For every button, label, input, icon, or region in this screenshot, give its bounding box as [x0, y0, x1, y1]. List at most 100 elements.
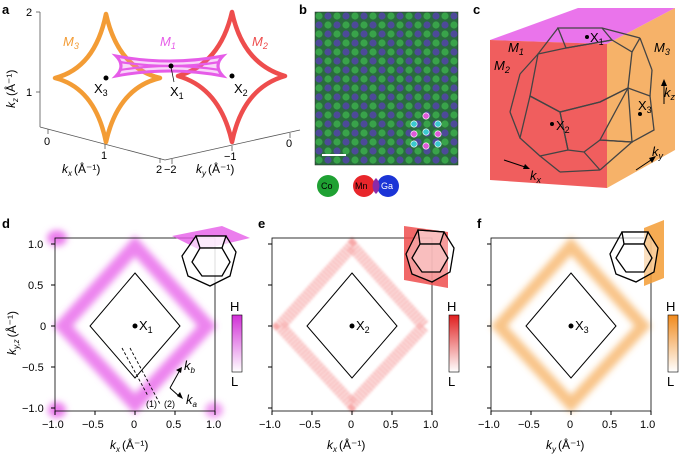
stem-atom	[360, 102, 368, 110]
stem-atom	[450, 12, 458, 20]
stem-atom	[369, 84, 377, 92]
label-kb: kb	[184, 358, 196, 375]
stem-atom	[360, 39, 368, 47]
stem-atom	[405, 30, 413, 38]
stem-atom	[351, 39, 359, 47]
stem-atom	[441, 129, 449, 137]
stem-atom	[414, 75, 422, 83]
label-m1: M1	[160, 34, 176, 51]
stem-atom	[342, 111, 350, 119]
stem-atom	[324, 156, 332, 164]
stem-atom	[396, 138, 404, 146]
stem-atom	[396, 21, 404, 29]
stem-atom	[414, 84, 422, 92]
e-colorbar	[448, 314, 460, 373]
stem-atom	[450, 129, 458, 137]
stem-atom	[360, 21, 368, 29]
bz-diamond-d	[89, 272, 181, 379]
stem-atom	[423, 21, 431, 29]
panel-f: f X3 −1.0 −0.5 0 0.5 1.0 ky (Å⁻¹)	[477, 216, 679, 454]
svg-text:−0.5: −0.5	[518, 419, 540, 431]
svg-text:1.0: 1.0	[423, 419, 438, 431]
stem-atom	[324, 21, 332, 29]
svg-text:−1.0: −1.0	[42, 419, 64, 431]
stem-atom	[441, 21, 449, 29]
stem-atom	[324, 93, 332, 101]
stem-atom-marker	[434, 140, 442, 148]
stem-atom	[387, 156, 395, 164]
stem-atom	[342, 93, 350, 101]
ky-axis-label: ky (Å⁻¹)	[196, 161, 234, 178]
stem-atom	[369, 66, 377, 74]
stem-atom	[342, 84, 350, 92]
stem-atom	[450, 120, 458, 128]
stem-atom	[414, 147, 422, 155]
stem-atom	[369, 48, 377, 56]
stem-atom	[360, 84, 368, 92]
stem-atom	[333, 21, 341, 29]
label-c-kx: kx	[530, 168, 542, 185]
f-y-ticks	[487, 243, 491, 409]
stem-atom	[450, 39, 458, 47]
stem-atom	[423, 120, 431, 128]
svg-text:ky,z(Å⁻¹): ky,z(Å⁻¹)	[4, 311, 21, 355]
label-c-kz: kz	[664, 85, 676, 102]
stem-atom	[414, 30, 422, 38]
panel-label-c: c	[473, 2, 480, 17]
label-m2: M2	[252, 34, 268, 51]
stem-atom	[450, 30, 458, 38]
stem-atom	[405, 57, 413, 65]
stem-atom	[351, 120, 359, 128]
stem-atom	[441, 120, 449, 128]
svg-text:1.0: 1.0	[640, 419, 655, 431]
stem-atom	[333, 39, 341, 47]
stem-atom	[324, 30, 332, 38]
stem-atom	[315, 21, 323, 29]
stem-atom	[342, 138, 350, 146]
stem-atom	[378, 30, 386, 38]
stem-atom	[342, 12, 350, 20]
e-y-ticks	[268, 243, 272, 409]
stem-atom	[423, 93, 431, 101]
stem-atom	[387, 120, 395, 128]
stem-atom	[378, 147, 386, 155]
stem-atom	[315, 57, 323, 65]
stem-atom	[432, 147, 440, 155]
stem-atom	[315, 129, 323, 137]
stem-atom	[324, 57, 332, 65]
stem-atom	[387, 57, 395, 65]
stem-atom	[351, 57, 359, 65]
stem-atom	[342, 75, 350, 83]
kz-tick-1: 1	[26, 87, 32, 99]
stem-atom	[351, 21, 359, 29]
svg-text:0: 0	[567, 419, 573, 431]
stem-atom	[396, 57, 404, 65]
stem-atom	[378, 12, 386, 20]
panel-d: d X1 (1) (2) kb ka 1.0 0.5 0 −0.	[2, 216, 250, 454]
stem-atom	[351, 84, 359, 92]
stem-atom	[387, 12, 395, 20]
stem-atom	[315, 120, 323, 128]
kz-axis-label: kz(Å⁻¹)	[3, 70, 20, 108]
stem-atom-marker	[410, 140, 418, 148]
face-m1	[490, 8, 675, 44]
stem-atom	[387, 93, 395, 101]
stem-atom	[351, 93, 359, 101]
stem-atom	[369, 21, 377, 29]
stem-atom	[396, 48, 404, 56]
stem-atom	[450, 21, 458, 29]
d-colorbar-low: L	[231, 374, 238, 389]
stem-atom	[378, 138, 386, 146]
stem-atom	[387, 111, 395, 119]
stem-atom	[387, 147, 395, 155]
stem-atom	[342, 120, 350, 128]
stem-atom	[387, 21, 395, 29]
stem-atom	[396, 30, 404, 38]
stem-atom	[378, 57, 386, 65]
stem-atom	[378, 75, 386, 83]
stem-atom	[432, 84, 440, 92]
stem-atom	[378, 48, 386, 56]
stem-atom	[378, 102, 386, 110]
svg-text:−0.5: −0.5	[82, 419, 104, 431]
ky-tick-m2: −2	[164, 164, 177, 176]
